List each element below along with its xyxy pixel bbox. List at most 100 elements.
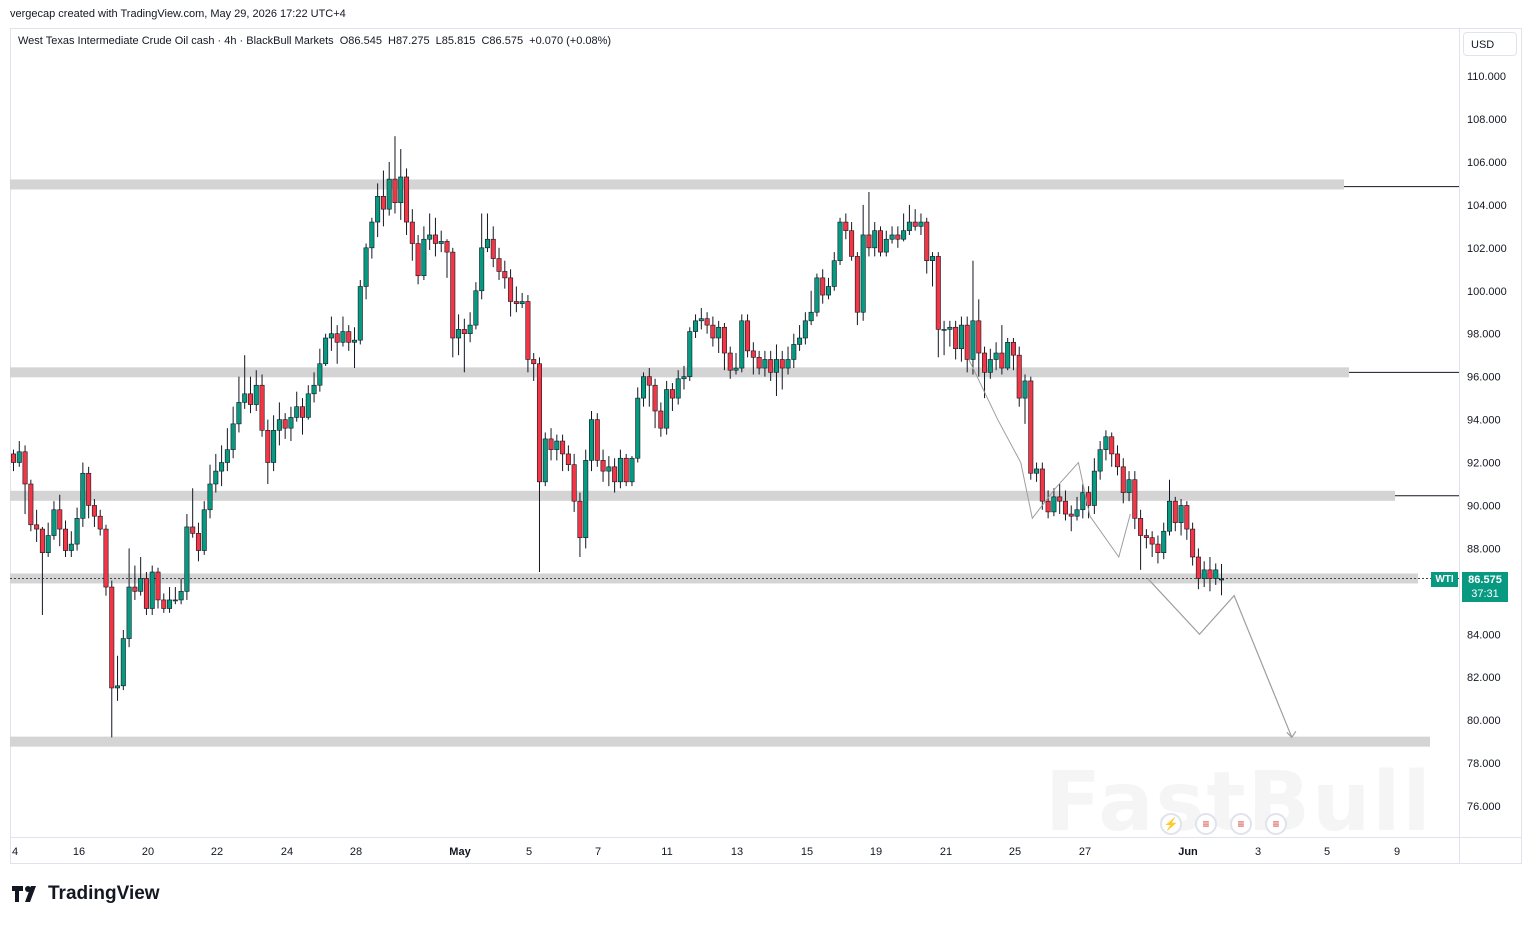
time-tick-label: 4 bbox=[12, 846, 18, 858]
candle bbox=[502, 260, 508, 289]
legend-high: H87.275 bbox=[388, 35, 430, 47]
candle-body bbox=[213, 470, 219, 485]
candle bbox=[594, 413, 600, 467]
candle bbox=[91, 499, 97, 527]
candle bbox=[658, 402, 664, 437]
candle-body bbox=[519, 301, 525, 304]
candle bbox=[883, 230, 889, 257]
candle bbox=[305, 385, 311, 420]
candle-body bbox=[1201, 569, 1207, 579]
candle bbox=[964, 316, 970, 373]
price-tick-label: 78.000 bbox=[1467, 758, 1501, 770]
flash-event-icon[interactable]: ⚡ bbox=[1160, 813, 1182, 835]
candle bbox=[687, 327, 693, 381]
candle bbox=[831, 252, 837, 291]
candle-body bbox=[941, 329, 947, 331]
candle-body bbox=[831, 260, 837, 287]
candle bbox=[710, 316, 716, 347]
candle-body bbox=[1051, 496, 1057, 513]
candle-body bbox=[1207, 569, 1213, 579]
candle-body bbox=[479, 247, 485, 292]
time-tick-label: 21 bbox=[940, 846, 952, 858]
candle-body bbox=[1149, 537, 1155, 545]
candle-body bbox=[276, 419, 282, 431]
candle bbox=[1080, 483, 1086, 519]
candle bbox=[51, 501, 57, 540]
horizontal-levels bbox=[10, 186, 1459, 579]
candle-body bbox=[22, 451, 28, 485]
candle bbox=[317, 348, 323, 392]
candle bbox=[311, 372, 317, 403]
candle-body bbox=[664, 389, 670, 429]
candle bbox=[1091, 458, 1097, 515]
candle-body bbox=[294, 406, 300, 418]
candle bbox=[681, 365, 687, 390]
candle bbox=[519, 292, 525, 308]
candle-body bbox=[652, 384, 658, 412]
price-zone bbox=[10, 179, 1344, 190]
legend-close: C86.575 bbox=[481, 35, 524, 47]
us-flag-event-icon[interactable]: ≡ bbox=[1230, 813, 1252, 835]
candle-body bbox=[323, 337, 329, 365]
candle-body bbox=[935, 256, 941, 330]
watermark: FastBull bbox=[1045, 755, 1433, 850]
candle bbox=[635, 387, 641, 463]
candle bbox=[63, 520, 69, 557]
currency-selector[interactable]: USD bbox=[1463, 32, 1517, 56]
candle-body bbox=[797, 337, 803, 345]
candle bbox=[22, 445, 28, 515]
candle bbox=[323, 333, 329, 366]
time-tick-label: 3 bbox=[1255, 846, 1261, 858]
candle bbox=[849, 222, 855, 261]
candle-body bbox=[1190, 528, 1196, 558]
tradingview-logo[interactable]: TradingView bbox=[12, 883, 160, 905]
candle bbox=[415, 234, 421, 285]
candle bbox=[490, 226, 496, 268]
price-tick-label: 110.000 bbox=[1467, 71, 1506, 83]
price-zone bbox=[10, 736, 1430, 747]
candle-body bbox=[1034, 468, 1040, 474]
candle-body bbox=[386, 178, 392, 210]
time-tick-label: 20 bbox=[142, 846, 154, 858]
candle bbox=[970, 260, 976, 375]
candle-body bbox=[1114, 453, 1120, 468]
candle bbox=[265, 419, 271, 484]
candle-body bbox=[1178, 505, 1184, 523]
candle bbox=[588, 410, 594, 472]
candle-body bbox=[1068, 513, 1074, 517]
candle-body bbox=[982, 352, 988, 373]
candle-body bbox=[404, 176, 410, 223]
candle bbox=[698, 307, 704, 330]
candle bbox=[1161, 522, 1167, 560]
candle bbox=[617, 449, 623, 489]
candle bbox=[1068, 505, 1074, 532]
last-price-value: 86.575 bbox=[1468, 574, 1502, 586]
candle bbox=[577, 492, 583, 557]
candle bbox=[866, 191, 872, 257]
candle-body bbox=[236, 402, 242, 425]
time-tick-label: 22 bbox=[211, 846, 223, 858]
candle-body bbox=[779, 359, 785, 369]
candle bbox=[918, 213, 924, 235]
candle-body bbox=[63, 528, 69, 551]
candle-body bbox=[1219, 578, 1225, 581]
economic-events: ⚡ ≡ ≡ ≡ bbox=[1160, 813, 1287, 835]
candle-body bbox=[820, 277, 826, 296]
candle bbox=[334, 325, 340, 364]
us-flag-event-icon[interactable]: ≡ bbox=[1265, 813, 1287, 835]
candle bbox=[1195, 548, 1201, 590]
price-tick-label: 90.000 bbox=[1467, 500, 1501, 512]
symbol-legend[interactable]: West Texas Intermediate Crude Oil cash ·… bbox=[18, 35, 614, 47]
candle-body bbox=[155, 571, 161, 601]
candle bbox=[57, 494, 63, 547]
price-tick-label: 94.000 bbox=[1467, 415, 1501, 427]
candle-body bbox=[502, 271, 508, 279]
candle bbox=[461, 318, 467, 373]
candle-body bbox=[1091, 470, 1097, 506]
candle-body bbox=[849, 230, 855, 257]
candle bbox=[28, 479, 34, 532]
candle-body bbox=[785, 359, 791, 369]
candle bbox=[207, 464, 213, 519]
us-flag-event-icon[interactable]: ≡ bbox=[1195, 813, 1217, 835]
